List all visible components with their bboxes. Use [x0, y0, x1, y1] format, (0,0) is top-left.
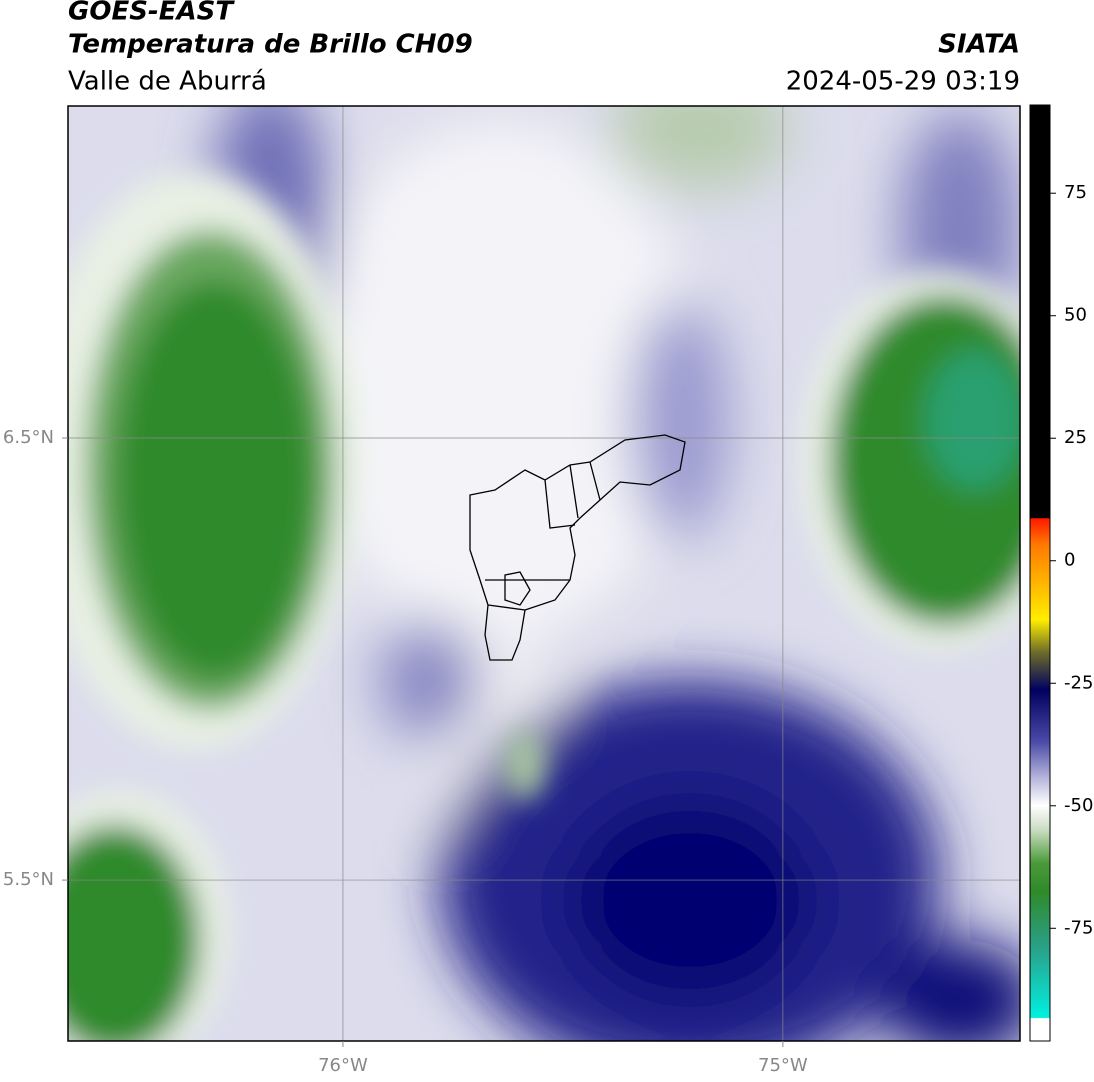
colorbar-tick-label: -75 [1064, 917, 1093, 938]
colorbar-tick-label: 50 [1064, 305, 1087, 326]
x-tick-label: 75°W [758, 1055, 808, 1076]
satellite-image [68, 106, 1020, 1041]
y-tick-label: 5.5°N [3, 869, 54, 890]
colorbar-tick-label: 25 [1064, 427, 1087, 448]
subtitle: Temperatura de Brillo CH09 [68, 30, 473, 60]
map-frame [67, 105, 1021, 1042]
colorbar [1029, 104, 1051, 1042]
source: SIATA [938, 30, 1020, 60]
municipal-boundaries [469, 434, 686, 661]
y-tick-label: 6.5°N [3, 427, 54, 448]
colorbar-tick-label: -25 [1064, 672, 1093, 693]
title: GOES-EAST [68, 0, 235, 27]
colorbar-tick-label: 0 [1064, 550, 1075, 571]
colorbar-tick-label: -50 [1064, 795, 1093, 816]
x-tick-label: 76°W [318, 1055, 368, 1076]
colorbar-tick-label: 75 [1064, 182, 1087, 203]
region: Valle de Aburrá [68, 67, 267, 97]
datetime: 2024-05-29 03:19 [786, 67, 1020, 97]
graticule [68, 106, 1020, 1041]
